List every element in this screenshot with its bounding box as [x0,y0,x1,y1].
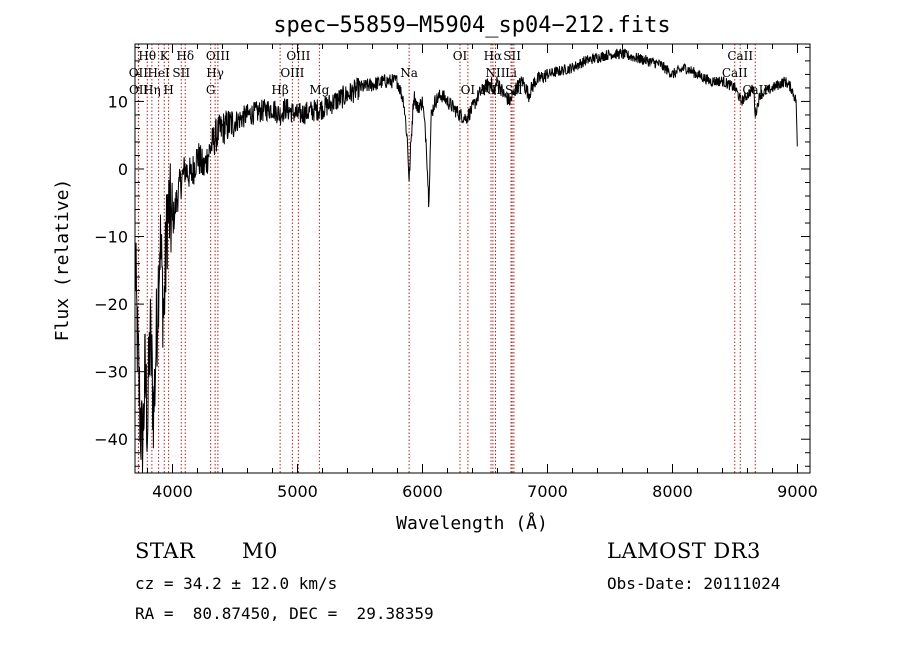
x-tick-label: 7000 [527,482,568,501]
object-class: STAR [135,539,196,563]
redshift-velocity: cz = 34.2 ± 12.0 km/s [135,574,338,593]
x-tick-label: 6000 [402,482,443,501]
plot-frame [134,43,811,474]
line-marker-label: Li [505,66,517,80]
y-axis-tick-labels: −40 −30 −20 −10 0 10 [94,92,128,449]
coordinates: RA = 80.87450, DEC = 29.38359 [135,604,434,623]
survey-name: LAMOST DR3 [607,539,761,563]
y-tick-label: −30 [94,363,128,382]
x-axis-label: Wavelength (Å) [396,512,548,534]
line-marker-label: Na [400,66,418,80]
y-tick-label: 10 [108,92,128,111]
line-marker-label: Hβ [271,83,288,97]
y-axis-label: Flux (relative) [52,179,73,342]
line-marker-label: K [160,49,170,63]
x-tick-label: 9000 [777,482,818,501]
y-tick-label: −10 [94,228,128,247]
observation-date: Obs-Date: 20111024 [607,574,781,593]
line-marker-label: Hθ [138,49,156,63]
line-marker-label: OII [129,66,149,80]
line-marker-label: SII [172,66,190,80]
line-marker-label: Mg [309,83,329,97]
line-marker-label: Hη [143,83,161,97]
line-marker-label: OII [129,83,149,97]
x-tick-label: 8000 [652,482,693,501]
line-marker-label: H [163,83,173,97]
y-axis-ticks [135,46,810,467]
x-axis-ticks [147,44,798,473]
line-marker-label: OI [461,83,476,97]
line-marker-label: SII [503,49,521,63]
y-tick-label: −20 [94,295,128,314]
line-marker-label: OIII [206,49,230,63]
line-marker-label: Hα [484,49,503,63]
line-marker-label: OIII [280,66,304,80]
line-marker-label: OI [453,49,468,63]
spectrum-line [134,48,798,474]
line-marker-label: OIII [286,49,310,63]
line-marker-label: CaII [722,66,748,80]
line-marker-label: G [206,83,216,97]
y-tick-label: −40 [94,430,128,449]
line-marker-label: Hγ [206,66,224,80]
line-marker-label: HeI [147,66,170,80]
chart-title: spec−55859−M5904_sp04−212.fits [273,13,670,38]
object-subclass: M0 [242,539,278,563]
x-tick-label: 4000 [152,482,193,501]
line-marker-label: CaII [727,49,753,63]
line-marker-label: Hδ [176,49,194,63]
x-tick-label: 5000 [277,482,318,501]
x-axis-tick-labels: 4000 5000 6000 7000 8000 9000 [152,482,818,501]
y-tick-label: 0 [118,160,128,179]
line-marker-label: NII [486,66,506,80]
line-marker-lines [137,44,756,473]
